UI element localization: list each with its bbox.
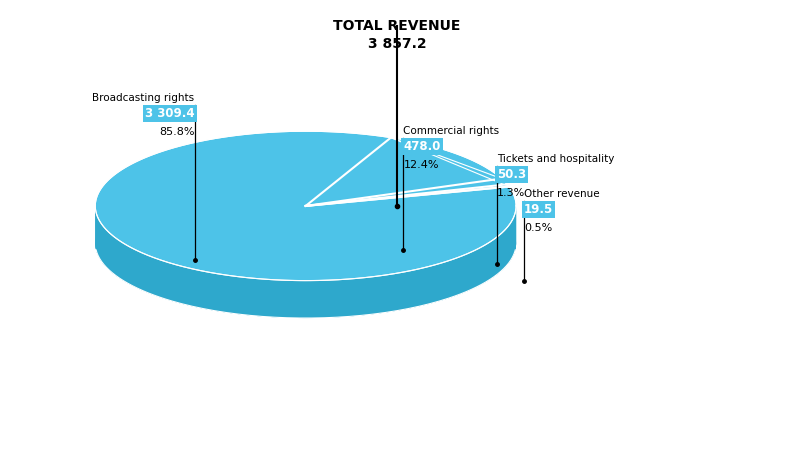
Text: Commercial rights: Commercial rights <box>403 126 499 136</box>
Text: 1.3%: 1.3% <box>497 188 526 198</box>
Polygon shape <box>95 131 516 281</box>
Text: 50.3: 50.3 <box>497 168 526 181</box>
Polygon shape <box>95 206 516 318</box>
Polygon shape <box>95 206 516 318</box>
Text: Broadcasting rights: Broadcasting rights <box>92 93 195 103</box>
Text: 0.5%: 0.5% <box>524 223 553 233</box>
Text: 3 857.2: 3 857.2 <box>368 37 426 51</box>
Text: 478.0: 478.0 <box>403 140 441 153</box>
Text: Tickets and hospitality: Tickets and hospitality <box>497 154 615 164</box>
Polygon shape <box>306 138 502 206</box>
Polygon shape <box>306 179 507 206</box>
Text: 3 309.4: 3 309.4 <box>145 107 195 120</box>
Text: 19.5: 19.5 <box>524 203 553 216</box>
Text: 85.8%: 85.8% <box>159 127 195 137</box>
Polygon shape <box>95 207 516 318</box>
Polygon shape <box>306 184 509 206</box>
Text: TOTAL REVENUE: TOTAL REVENUE <box>333 19 461 33</box>
Text: 12.4%: 12.4% <box>403 160 439 170</box>
Text: Other revenue: Other revenue <box>524 189 599 199</box>
Polygon shape <box>95 168 516 318</box>
